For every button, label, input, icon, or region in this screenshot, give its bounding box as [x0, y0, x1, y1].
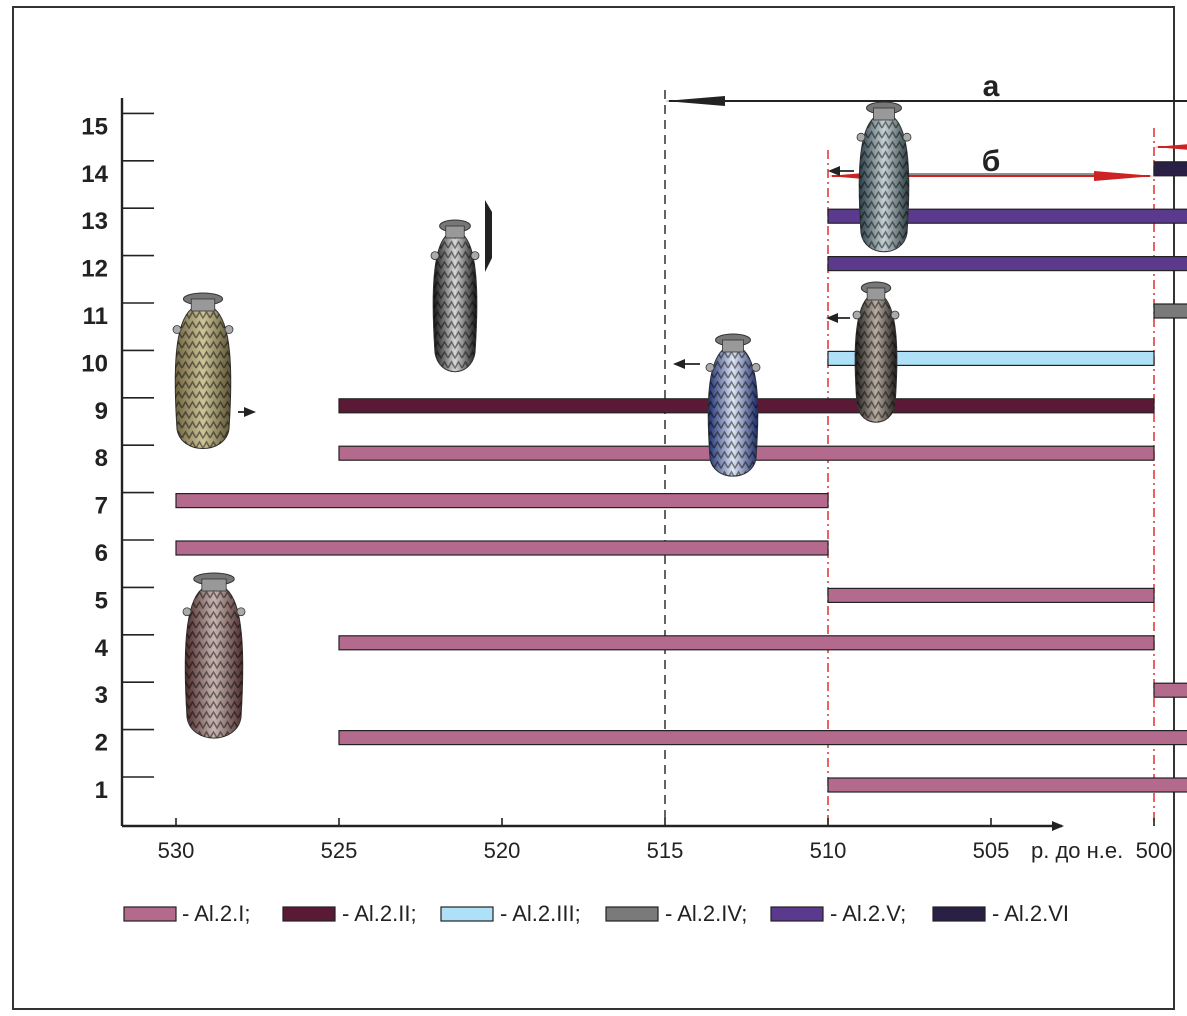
- bar-row-1: [827, 777, 1187, 793]
- y-tick-label-1: 1: [95, 777, 108, 804]
- bar-row-14: [1153, 161, 1187, 177]
- vessel-image-3: [430, 219, 480, 373]
- bar-row-2: [338, 729, 1187, 746]
- y-tick-label-6: 6: [95, 540, 108, 567]
- legend-item-4: - Al.2.IV;: [605, 901, 747, 926]
- vessel-pattern: [859, 118, 909, 252]
- period-brackets: а б в: [665, 70, 1187, 181]
- vessel-neck: [866, 287, 886, 301]
- vessel-lug-right: [224, 325, 234, 334]
- vessel-lug-left: [172, 325, 182, 334]
- vessel-lug-left: [430, 251, 440, 261]
- legend-swatch: [932, 906, 986, 922]
- vessel-pattern: [185, 589, 243, 739]
- bracket-а: а: [665, 70, 1187, 106]
- vessel-pattern: [708, 350, 758, 477]
- y-tick-label-13: 13: [81, 208, 108, 235]
- vessel-side-marker: [485, 200, 492, 272]
- vessel-lug-right: [470, 251, 480, 261]
- vessel-lug-right: [236, 607, 246, 617]
- vessel-image-2: [182, 572, 246, 739]
- y-tick-label-10: 10: [81, 350, 108, 377]
- legend-item-2: - Al.2.II;: [282, 901, 417, 926]
- vessel-neck: [445, 225, 465, 239]
- y-tick-label-4: 4: [95, 635, 109, 662]
- legend-swatch: [605, 906, 659, 922]
- y-tick-label-9: 9: [95, 398, 108, 425]
- bar-row-6: [175, 540, 829, 556]
- legend-label: - Al.2.V;: [830, 901, 906, 926]
- x-tick-label-500: 500: [1136, 838, 1173, 863]
- legend-swatch: [282, 906, 336, 922]
- legend-swatch: [440, 906, 494, 922]
- bar-row-11: [1153, 303, 1187, 319]
- vessel-pattern: [855, 298, 897, 423]
- bracket-label-а: а: [983, 70, 1000, 103]
- x-tick-label-525: 525: [321, 838, 358, 863]
- legend-item-1: - Al.2.I;: [123, 901, 250, 926]
- bar-row-4: [338, 635, 1155, 651]
- x-tick-label-505: 505: [973, 838, 1010, 863]
- vessel-neck: [190, 298, 216, 312]
- legend-label: - Al.2.II;: [342, 901, 417, 926]
- legend-item-5: - Al.2.V;: [770, 901, 906, 926]
- vessel-image-4: [673, 333, 761, 477]
- bracket-left-arrowhead: [1154, 144, 1187, 150]
- y-tick-label-11: 11: [83, 303, 108, 330]
- x-tick-label-520: 520: [484, 838, 521, 863]
- vessel-neck: [873, 107, 895, 121]
- y-tick-label-5: 5: [95, 587, 108, 614]
- bars-layer: [175, 161, 1187, 793]
- vessel-lug-left: [856, 132, 866, 142]
- legend-swatch: [123, 906, 177, 922]
- figure-frame: [12, 6, 1175, 1010]
- vessel-lug-right: [902, 132, 912, 142]
- vessel-pattern: [175, 309, 231, 449]
- vessel-image-5: [828, 101, 912, 253]
- legend-label: - Al.2.VI: [992, 901, 1069, 926]
- x-unit-label: р. до н.е.: [1031, 838, 1123, 863]
- y-tick-label-3: 3: [95, 682, 108, 709]
- legend-label: - Al.2.IV;: [665, 901, 747, 926]
- y-tick-label-7: 7: [95, 493, 108, 520]
- vessel-lug-left: [182, 607, 192, 617]
- bracket-right-arrowhead: [1094, 171, 1154, 181]
- bracket-в: в: [1154, 144, 1187, 150]
- bracket-left-arrowhead: [665, 96, 725, 106]
- bar-row-13: [827, 208, 1187, 224]
- vessel-neck: [201, 578, 227, 592]
- vessel-lug-right: [890, 310, 900, 320]
- y-tick-label-15: 15: [81, 113, 108, 140]
- bar-row-10: [827, 350, 1155, 366]
- legend-item-3: - Al.2.III;: [440, 901, 581, 926]
- y-tick-label-14: 14: [81, 161, 108, 188]
- vessel-image-6: [826, 281, 900, 423]
- y-tick-label-12: 12: [81, 256, 108, 283]
- legend-item-6: - Al.2.VI: [932, 901, 1069, 926]
- bar-row-3: [1153, 682, 1187, 698]
- vessel-lug-left: [705, 363, 715, 372]
- vessel-neck: [722, 339, 744, 353]
- vessel-pattern: [433, 236, 477, 372]
- x-tick-label-530: 530: [158, 838, 195, 863]
- bracket-label-б: б: [982, 145, 1001, 178]
- x-tick-label-510: 510: [810, 838, 847, 863]
- bar-row-5: [827, 587, 1155, 604]
- vessel-lug-right: [751, 363, 761, 372]
- y-tick-label-8: 8: [95, 445, 108, 472]
- bar-row-7: [175, 493, 829, 509]
- legend-label: - Al.2.I;: [182, 901, 250, 926]
- vessel-image-1: [172, 292, 256, 450]
- y-tick-label-2: 2: [95, 730, 108, 757]
- vessel-images: [172, 101, 912, 739]
- x-tick-label-515: 515: [647, 838, 684, 863]
- legend: - Al.2.I; - Al.2.II; - Al.2.III; - Al.2.IV;…: [123, 901, 1069, 926]
- legend-swatch: [770, 906, 824, 922]
- vessel-lug-left: [852, 310, 862, 320]
- bar-row-12: [827, 256, 1187, 272]
- legend-label: - Al.2.III;: [500, 901, 581, 926]
